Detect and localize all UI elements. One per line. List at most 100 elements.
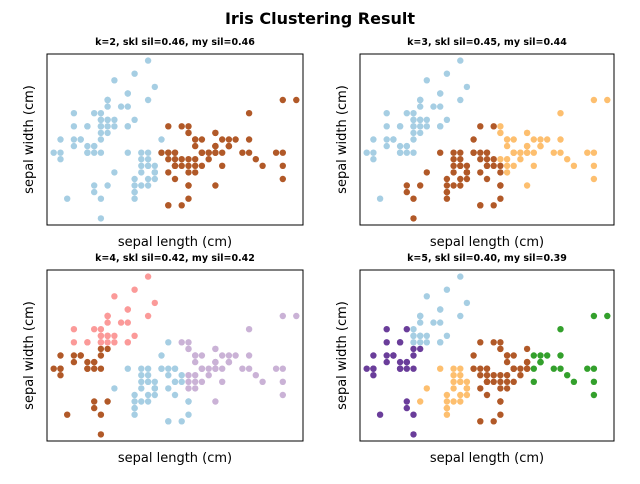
data-point [185,156,192,163]
data-point [151,299,158,307]
data-point [483,378,491,385]
data-point [383,123,390,130]
data-point [490,162,497,169]
data-point [410,431,417,438]
x-axis-label: sepal length (cm) [430,235,544,250]
data-point [510,378,517,385]
data-point [97,411,105,418]
data-point [417,345,424,353]
cluster-series [50,57,165,222]
data-point [417,398,424,405]
data-point [104,123,111,130]
data-point [138,398,145,405]
data-point [144,378,152,385]
data-point [198,136,206,143]
data-point [171,149,179,156]
data-point [590,149,598,156]
scatter-panel-1: k=2, skl sil=0.46, my sil=0.46 sepal leng… [22,37,304,250]
data-point [517,149,524,156]
data-point [450,398,457,405]
data-point [70,339,78,346]
data-point [457,372,464,379]
data-point [57,352,64,359]
data-point [225,352,233,359]
data-point [523,142,531,150]
data-point [151,83,158,91]
data-point [443,188,451,196]
data-point [252,372,259,379]
data-point [450,365,457,372]
data-point [97,332,105,339]
data-point [70,123,78,130]
cluster-series [70,273,158,346]
data-point [219,136,226,143]
cluster-series [410,273,471,346]
data-point [437,339,444,346]
data-point [185,123,192,130]
data-point [383,142,390,150]
data-point [417,312,424,320]
data-point [97,431,105,438]
data-point [517,365,524,372]
data-point [104,96,111,104]
data-point [57,156,64,163]
data-point [477,169,484,176]
data-point [151,378,158,385]
data-point [370,136,377,143]
data-point [131,116,138,124]
data-point [490,202,497,209]
data-point [205,149,212,156]
data-point [138,149,145,156]
data-point [117,103,125,110]
data-point [564,156,571,163]
data-point [450,169,457,176]
data-point [131,188,138,196]
data-point [423,116,430,124]
data-point [138,378,145,385]
data-point [383,339,390,346]
data-point [457,156,464,163]
data-point [124,365,131,372]
data-point [590,391,598,399]
data-point [530,162,537,169]
data-point [423,293,430,300]
data-point [198,162,206,169]
data-point [245,365,253,372]
data-point [457,398,464,405]
data-point [57,365,64,372]
data-point [604,312,611,320]
data-point [537,352,544,359]
data-point [212,345,219,353]
data-point [423,332,430,339]
data-point [252,156,259,163]
data-point [138,385,145,392]
data-point [363,365,370,372]
data-point [417,116,424,124]
data-point [564,372,571,379]
data-point [171,378,179,385]
data-point [403,404,410,412]
data-point [151,385,158,392]
data-point [104,398,111,405]
data-point [450,372,457,379]
data-point [443,332,451,339]
data-point [497,411,504,418]
data-point [530,149,537,156]
data-point [463,169,471,176]
data-point [403,326,410,333]
data-point [410,352,417,359]
data-point [50,149,57,156]
data-point [225,358,233,366]
data-point [477,339,484,346]
data-point [212,358,219,366]
data-point [530,365,537,372]
data-point [530,378,537,385]
data-point [91,404,98,412]
data-point [497,162,504,169]
data-point [225,136,233,143]
data-point [463,162,471,169]
data-point [503,169,511,176]
data-point [570,162,578,169]
data-point [417,182,424,189]
